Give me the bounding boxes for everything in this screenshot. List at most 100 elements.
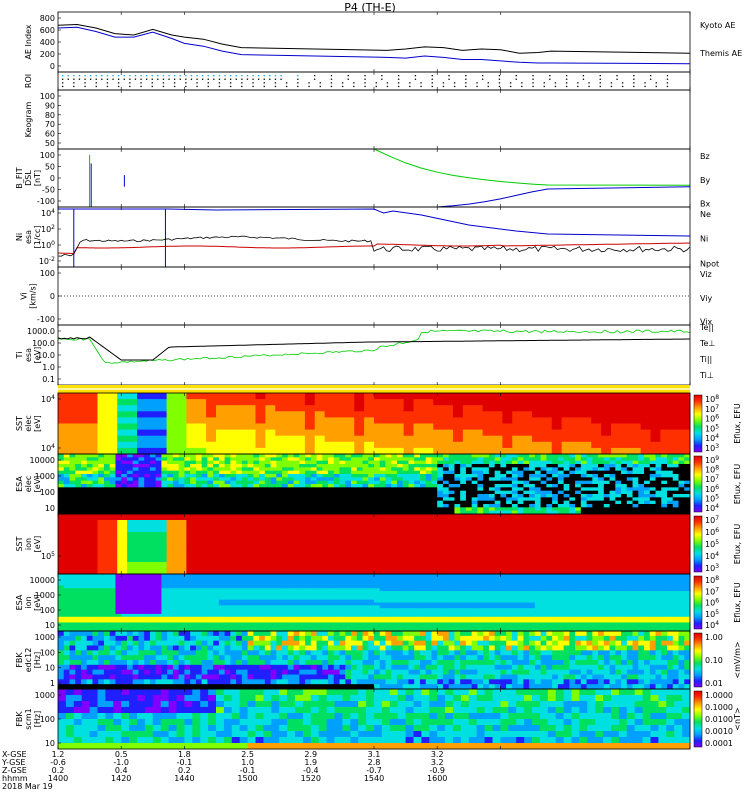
spectrogram-cell xyxy=(649,464,656,468)
spectrogram-cell xyxy=(316,625,323,629)
spectrogram-cell xyxy=(523,500,530,505)
spectrogram-cell xyxy=(63,596,70,601)
spectrogram-cell xyxy=(385,622,392,626)
spectrogram-cell xyxy=(155,510,162,515)
spectrogram-cell xyxy=(351,470,358,475)
spectrogram-cell xyxy=(465,464,473,468)
spectrogram-cell xyxy=(172,596,180,601)
spectrogram-cell xyxy=(423,429,434,437)
spectrogram-cell xyxy=(80,596,88,601)
spectrogram-cell xyxy=(581,538,592,545)
spectrogram-cell xyxy=(115,613,122,618)
spectrogram-cell xyxy=(107,405,118,412)
spectrogram-cell xyxy=(80,500,88,505)
spectrogram-cell xyxy=(132,605,139,609)
spectrogram-cell xyxy=(259,579,266,583)
spectrogram-cell xyxy=(138,588,145,592)
spectrogram-cell xyxy=(483,480,490,485)
spectrogram-cell xyxy=(374,526,385,533)
spectrogram-cell xyxy=(92,467,99,472)
spectrogram-cell xyxy=(230,474,237,478)
spectrogram-cell xyxy=(655,457,662,462)
spectrogram-cell xyxy=(655,470,662,475)
spectrogram-cell xyxy=(115,474,122,478)
spectrogram-cell xyxy=(178,579,185,583)
spectrogram-cell xyxy=(86,608,93,612)
spectrogram-cell xyxy=(626,477,633,482)
spectrogram-cell xyxy=(236,464,243,468)
spectrogram-cell xyxy=(383,550,395,557)
spectrogram-cell xyxy=(264,470,271,475)
spectrogram-cell xyxy=(305,599,312,603)
spectrogram-cell xyxy=(184,588,191,592)
spectrogram-cell xyxy=(334,411,345,418)
spectrogram-cell xyxy=(299,619,306,623)
spectrogram-cell xyxy=(304,514,316,521)
spectrogram-cell xyxy=(155,582,162,586)
y-axis-label-ti: Tiesa[eV] xyxy=(15,347,42,364)
spectrogram-cell xyxy=(161,616,168,620)
spectrogram-cell xyxy=(563,474,570,478)
spectrogram-cell xyxy=(506,457,513,462)
spectrogram-cell xyxy=(230,599,237,603)
spectrogram-cell xyxy=(492,562,503,569)
spectrogram-cell xyxy=(502,532,513,539)
spectrogram-cell xyxy=(144,619,151,623)
spectrogram-cell xyxy=(500,490,507,495)
spectrogram-cell xyxy=(322,579,329,583)
spectrogram-cell xyxy=(58,477,65,482)
spectrogram-cell xyxy=(374,507,381,512)
spectrogram-cell xyxy=(638,457,645,462)
roi-dot xyxy=(224,78,226,80)
spectrogram-cell xyxy=(161,599,168,603)
spectrogram-cell xyxy=(324,405,335,412)
spectrogram-cell xyxy=(684,500,691,505)
spectrogram-cell xyxy=(601,514,612,521)
spectrogram-cell xyxy=(362,585,369,589)
spectrogram-cell xyxy=(87,556,98,563)
spectrogram-cell xyxy=(299,602,306,606)
spectrogram-cell xyxy=(109,613,116,618)
roi-dot xyxy=(269,78,271,80)
legend-entry: Kyoto AE xyxy=(700,21,735,30)
spectrogram-cell xyxy=(216,417,227,424)
spectrogram-cell xyxy=(483,494,490,498)
roi-dot xyxy=(174,85,176,88)
spectrogram-cell xyxy=(414,613,421,618)
spectrogram-cell xyxy=(218,591,226,595)
spectrogram-cell xyxy=(213,490,220,495)
spectrogram-cell xyxy=(299,591,306,595)
spectrogram-cell xyxy=(644,480,651,485)
spectrogram-cell xyxy=(201,613,208,618)
spectrogram-cell xyxy=(581,393,592,400)
spectrogram-cell xyxy=(396,470,404,475)
spectrogram-cell xyxy=(218,593,226,598)
spectrogram-cell xyxy=(345,602,352,606)
spectrogram-cell xyxy=(667,507,674,512)
spectrogram-cell xyxy=(344,544,355,551)
spectrogram-cell xyxy=(184,504,191,508)
spectrogram-cell xyxy=(270,593,277,598)
spectrogram-cell xyxy=(339,599,346,603)
spectrogram-cell xyxy=(465,510,473,515)
spectrogram-cell xyxy=(285,393,296,400)
spectrogram-cell xyxy=(58,579,65,583)
spectrogram-cell xyxy=(322,611,329,615)
spectrogram-cell xyxy=(166,411,177,418)
spectrogram-cell xyxy=(276,602,283,606)
spectrogram-cell xyxy=(425,613,432,618)
spectrogram-cell xyxy=(413,435,424,443)
spectrogram-cell xyxy=(190,504,197,508)
spectrogram-cell xyxy=(385,574,392,578)
spectrogram-cell xyxy=(667,504,674,508)
spectrogram-cell xyxy=(374,497,381,502)
spectrogram-cell xyxy=(184,596,191,601)
spectrogram-cell xyxy=(615,474,622,478)
spectrogram-cell xyxy=(316,454,323,458)
spectrogram-cell xyxy=(364,544,375,551)
spectrogram-cell xyxy=(184,599,191,603)
spectrogram-cell xyxy=(172,510,180,515)
spectrogram-cell xyxy=(276,593,283,598)
roi-dot xyxy=(84,82,86,84)
spectrogram-cell xyxy=(368,504,375,508)
